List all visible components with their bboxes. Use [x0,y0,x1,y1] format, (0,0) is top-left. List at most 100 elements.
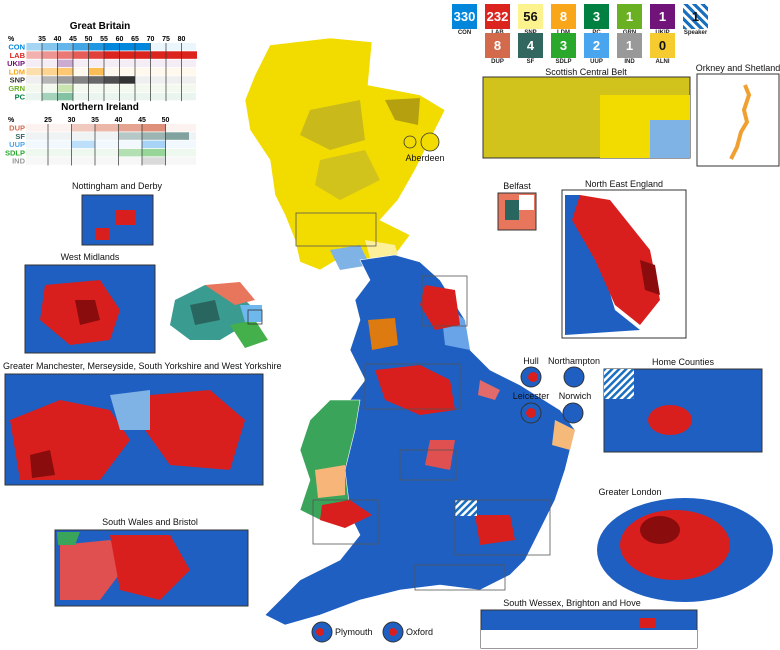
seat-count-uup: 2 [584,33,609,58]
legend-swatch [142,132,166,140]
legend-row-bg [26,67,196,76]
label-leicester: Leicester [513,391,550,401]
legend-row-bg [26,92,196,101]
party-label: UUP [590,59,603,65]
legend-swatch [26,51,42,59]
scotland-region [244,37,446,271]
legend-swatch [42,43,58,51]
england-area [475,515,515,545]
label-orkney: Orkney and Shetland [696,63,780,73]
scotland-area [300,100,365,150]
inset-wessex [480,609,698,649]
label-aberdeen: Aberdeen [405,153,444,163]
legend-tick: 35 [38,36,46,43]
party-label: DUP [491,59,504,65]
england-area [425,440,455,470]
legend-swatch [57,43,73,51]
legend-swatch [88,43,104,51]
legend-row-bg [26,59,196,68]
legend-party: UKIP [7,59,25,68]
aberdeen-circle [403,135,417,149]
legend-swatch [88,67,104,76]
legend-tick: 45 [138,117,146,124]
seat-count-speaker: 1 [683,4,708,29]
party-label: SF [526,59,535,65]
label-wessex: South Wessex, Brighton and Hove [503,598,640,608]
inset-west-midlands [24,264,156,354]
inset-london [595,498,776,605]
legend-tick: 30 [68,117,76,124]
legend-swatch [181,51,197,59]
legend-swatch [71,140,95,149]
england-area [420,285,460,330]
legend-swatch [135,51,151,59]
legend-swatch [104,76,120,84]
inset-scottish-central-belt [482,76,691,159]
england-area [478,380,500,400]
inset-north-east [561,189,687,339]
wales-area [320,500,372,528]
legend-tick: 40 [115,117,123,124]
legend-swatch [42,67,58,76]
seat-count-pc: 3 [584,4,609,29]
scotland-area [330,245,370,270]
legend-swatch [119,51,135,59]
label-norwich: Norwich [559,391,592,401]
legend-swatch [119,43,135,51]
legend-swatch [57,84,73,92]
legend-swatch [57,51,73,59]
legend-tick: 35 [91,117,99,124]
party-label: ALNI [655,59,670,65]
locator-rects [295,212,551,591]
legend-swatch [142,157,166,165]
seat-count-ukip: 1 [650,4,675,29]
legend-unit: % [8,117,15,124]
scotland-area [315,150,380,200]
aberdeen-circle [420,132,440,152]
legend-swatch [118,132,142,140]
ni-legend: Northern Ireland% 25 30 35 40 45 50 DUPSFUUPSDL… [5,102,196,166]
legend-tick: 65 [131,36,139,43]
inset-belfast [497,192,537,231]
speaker-seat [455,500,477,516]
legend-swatch [165,132,189,140]
legend-swatch [142,124,166,132]
inset-manchester [4,373,264,486]
legend-swatch [57,67,73,76]
city-red-areas [316,372,538,636]
legend-row-bg [26,132,196,140]
seat-count-sdlp: 3 [551,33,576,58]
label-oxford: Oxford [406,627,433,637]
legend-party: PC [15,92,26,101]
england-area [552,420,575,450]
label-northampton: Northampton [548,356,600,366]
label-home-counties: Home Counties [652,357,715,367]
legend-tick: 45 [69,36,77,43]
label-west-midlands: West Midlands [61,252,120,262]
legend-row-bg [26,148,196,157]
legend-tick: 60 [116,36,124,43]
legend-party: GRN [8,84,25,93]
label-plymouth: Plymouth [335,627,373,637]
seat-count-ind: 1 [617,33,642,58]
legend-swatch [142,148,166,157]
legend-party: UUP [9,140,25,149]
legend-swatch [42,51,58,59]
label-south-wales: South Wales and Bristol [102,517,198,527]
northern-ireland-region [170,282,268,348]
label-nottingham: Nottingham and Derby [72,181,163,191]
legend-swatch [142,140,166,149]
legend-tick: 80 [178,36,186,43]
legend-swatch [88,51,104,59]
party-label: SDLP [555,59,572,65]
legend-row-bg [26,140,196,149]
legend-swatch [166,51,182,59]
seat-count-ldm: 8 [551,4,576,29]
seat-count-snp: 56 [518,4,543,29]
legend-tick: 70 [147,36,155,43]
legend-swatch [119,76,135,84]
legend-swatch [150,51,166,59]
legend-party: SNP [10,76,25,85]
inset-orkney [696,73,780,167]
